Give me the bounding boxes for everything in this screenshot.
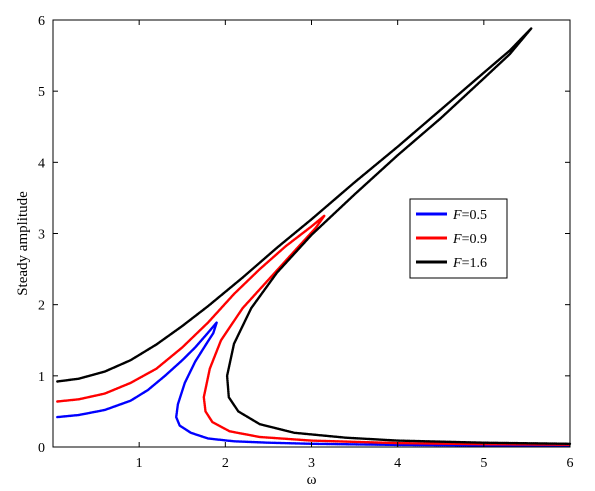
- series-line-F=1.6: [56, 27, 572, 445]
- x-axis-title: ω: [307, 472, 317, 488]
- x-tick-label: 2: [222, 456, 229, 471]
- x-tick-label: 6: [567, 456, 574, 471]
- legend: F=0.5F=0.9F=1.6: [409, 198, 508, 279]
- x-tick-label: 4: [394, 456, 401, 471]
- x-tick-label: 5: [480, 456, 487, 471]
- legend-items: F=0.5F=0.9F=1.6: [416, 208, 487, 271]
- series-line-F=0.5: [56, 321, 572, 447]
- x-tick-label: 3: [308, 456, 315, 471]
- legend-label: F=0.9: [452, 232, 487, 247]
- legend-label: F=0.5: [452, 208, 487, 223]
- y-axis-title: Steady amplitude: [15, 191, 31, 296]
- legend-label-variable: F: [452, 208, 462, 223]
- legend-label-variable: F: [452, 232, 462, 247]
- y-tick-label: 1: [38, 370, 45, 385]
- y-tick-label: 3: [38, 228, 45, 243]
- y-tick-label: 4: [38, 156, 45, 171]
- legend-label: F=1.6: [452, 256, 487, 271]
- tick-layer: 1 2 3 4 5 6 0 1 2 3 4 5 6: [38, 14, 574, 471]
- series-line-F=0.9: [56, 214, 572, 446]
- legend-label-variable: F: [452, 256, 462, 271]
- legend-label-value: =0.9: [462, 232, 487, 247]
- x-tick-label: 1: [136, 456, 143, 471]
- y-tick-label: 5: [38, 85, 45, 100]
- y-tick-label: 2: [38, 299, 45, 314]
- legend-label-value: =1.6: [462, 256, 487, 271]
- series-layer: [56, 27, 572, 447]
- y-tick-label: 6: [38, 14, 45, 29]
- legend-label-value: =0.5: [462, 208, 487, 223]
- y-tick-label: 0: [38, 441, 45, 456]
